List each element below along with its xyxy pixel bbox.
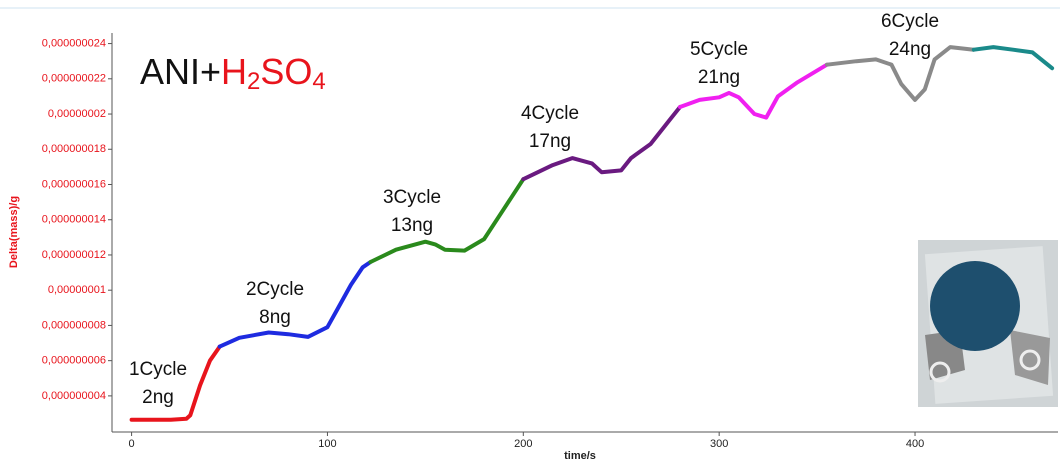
- y-tick-label: 0,000000024: [42, 37, 106, 49]
- data-line: [220, 262, 371, 347]
- annotation: 4Cycle: [521, 103, 579, 124]
- annotation: 5Cycle: [690, 39, 748, 60]
- annotation: 8ng: [259, 307, 291, 328]
- chart-title: ANI+H2SO4: [140, 51, 326, 96]
- x-tick-label: 400: [906, 438, 924, 450]
- annotation: 6Cycle: [881, 11, 939, 32]
- inset-photo: [918, 240, 1058, 407]
- annotation: 13ng: [391, 215, 433, 236]
- y-tick-label: 0,000000018: [42, 143, 106, 155]
- y-tick-label: 0,00000001: [48, 284, 106, 296]
- x-tick-label: 0: [129, 438, 135, 450]
- annotation: 24ng: [889, 39, 931, 60]
- y-tick-label: 0,000000012: [42, 249, 106, 261]
- x-axis-label: time/s: [564, 450, 596, 462]
- data-line: [974, 47, 1052, 68]
- x-tick-label: 200: [514, 438, 532, 450]
- x-tick-label: 300: [710, 438, 728, 450]
- chart: ANI+H2SO4 time/s Delta(mass)/g 0,0000000…: [0, 0, 1060, 466]
- y-tick-label: 0,000000014: [42, 214, 106, 226]
- y-tick-label: 0,000000022: [42, 73, 106, 85]
- annotation: 1Cycle: [129, 359, 187, 380]
- y-tick-label: 0,000000016: [42, 178, 106, 190]
- y-tick-label: 0,000000008: [42, 319, 106, 331]
- annotation: 2ng: [142, 387, 174, 408]
- annotation: 3Cycle: [383, 187, 441, 208]
- annotation: 2Cycle: [246, 279, 304, 300]
- y-tick-label: 0,000000004: [42, 390, 106, 402]
- annotation: 21ng: [698, 67, 740, 88]
- x-tick-label: 100: [318, 438, 336, 450]
- data-line: [132, 347, 220, 420]
- y-axis-label: Delta(mass)/g: [8, 196, 20, 268]
- y-tick-label: 0,00000002: [48, 108, 106, 120]
- annotation: 17ng: [529, 131, 571, 152]
- y-tick-label: 0,000000006: [42, 355, 106, 367]
